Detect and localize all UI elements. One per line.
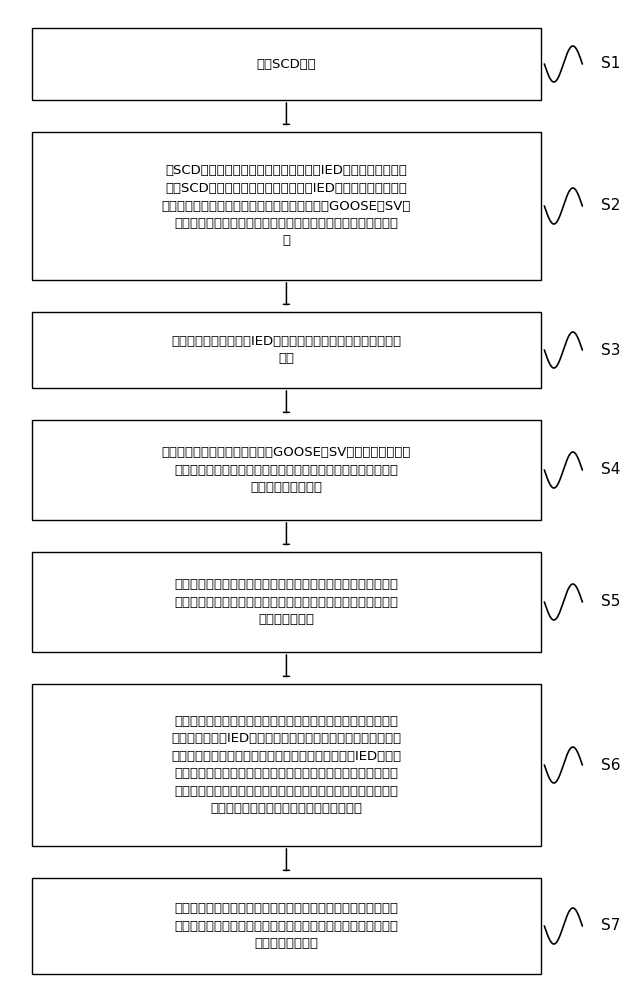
Text: S1: S1 xyxy=(601,56,621,72)
Text: 提供绘制的二次虚回路连接图以及绘制的过程层光纤回路连接图
的人机交互操作，支持在二次设备模型的图元上点击与设置以修
改图元的状态信息: 提供绘制的二次虚回路连接图以及绘制的过程层光纤回路连接图 的人机交互操作，支持在… xyxy=(175,902,398,950)
Text: S2: S2 xyxy=(601,198,621,214)
Text: 根据筛选出的二次设备IED装置类型，构建包含不同图元的设备
模型: 根据筛选出的二次设备IED装置类型，构建包含不同图元的设备 模型 xyxy=(172,335,401,365)
Text: 将二次虚回路连接图及过程层光纤回路连接图中二次设备模型的
图元与二次设备IED模型的站控层数据信号、过程层数据信号关
联，将二次虚回路连接图中的虚端子信号与二次: 将二次虚回路连接图及过程层光纤回路连接图中二次设备模型的 图元与二次设备IED模… xyxy=(172,715,401,815)
Bar xyxy=(32,684,541,846)
Text: S3: S3 xyxy=(601,343,621,358)
Bar xyxy=(32,878,541,974)
Text: 根据提取的各个二次设备之间的过程层光纤连接信息以及构建的
包含不同图元的二次设备模型，自动绘制各个二次设备的过程层
光纤回路连接图: 根据提取的各个二次设备之间的过程层光纤连接信息以及构建的 包含不同图元的二次设备… xyxy=(175,578,398,626)
Bar xyxy=(32,312,541,388)
Text: 根据提取的各个二次设备之间的GOOSE、SV虚端子订阅发布关
系以及构建的包含不同图元的设备模型，自动绘制各个二次设备
的二次虚回路连接图: 根据提取的各个二次设备之间的GOOSE、SV虚端子订阅发布关 系以及构建的包含不… xyxy=(162,446,411,494)
Text: S6: S6 xyxy=(601,758,621,773)
Text: S4: S4 xyxy=(601,462,621,478)
Text: 导入SCD文件: 导入SCD文件 xyxy=(256,57,316,70)
Bar xyxy=(32,552,541,652)
Text: S7: S7 xyxy=(601,919,621,934)
Bar xyxy=(32,28,541,100)
Bar xyxy=(32,132,541,280)
Text: 对SCD文件进行解析，筛选各个二次设备IED模型的装置类型；
提取SCD文件中变电站的各个二次设备IED模型的站控层数据信
号和过程层数据信号；提取各个二次设备: 对SCD文件进行解析，筛选各个二次设备IED模型的装置类型； 提取SCD文件中变… xyxy=(162,164,411,247)
Text: S5: S5 xyxy=(601,594,621,610)
Bar xyxy=(32,420,541,520)
